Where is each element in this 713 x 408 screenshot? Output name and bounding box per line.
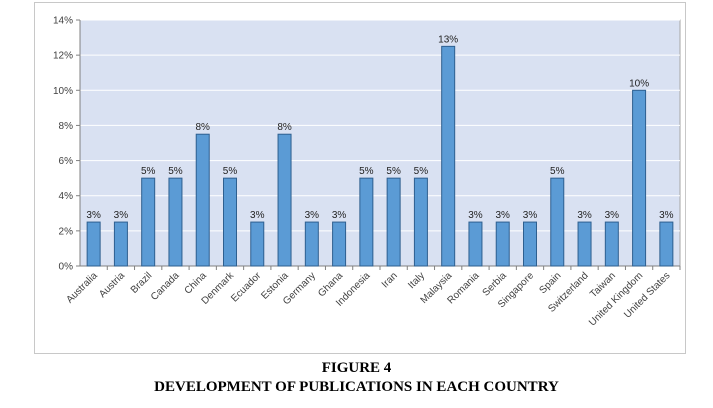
x-tick-label: Italy [406,270,427,291]
data-label: 3% [305,210,320,221]
data-label: 3% [659,210,674,221]
data-label: 5% [223,166,238,177]
figure-number: FIGURE 4 [321,360,392,376]
y-tick-label: 10% [53,86,73,97]
figure-title: DEVELOPMENT OF PUBLICATIONS IN EACH COUN… [154,379,559,395]
x-tick-label: Iran [380,270,400,290]
x-tick-label: Brazil [129,270,154,295]
bar [441,45,456,267]
bar [468,221,483,267]
bar [332,221,347,267]
x-tick-label: Canada [149,270,182,303]
x-tick-label: Ecuador [229,270,264,305]
y-tick-label: 0% [59,262,74,273]
bar [359,177,374,267]
data-label: 13% [438,34,458,45]
bar [577,221,592,267]
y-tick-label: 14% [53,16,73,27]
data-label: 3% [86,210,101,221]
data-label: 3% [605,210,620,221]
data-label: 5% [168,166,183,177]
y-tick-label: 12% [53,51,73,62]
data-label: 3% [114,210,129,221]
data-label: 8% [196,122,211,133]
data-label: 3% [523,210,538,221]
bar [495,221,510,267]
bar [413,177,428,267]
bar-chart: 0% 2% 4% 6% 8% 10% 12% 14% 3% Australia 3% Austria 5… [53,16,681,328]
data-label: 3% [496,210,511,221]
bar [223,177,237,267]
bar [659,221,674,267]
data-label: 5% [386,166,401,177]
bar [304,221,319,267]
bar [141,177,156,267]
data-label: 10% [629,78,649,89]
bar [386,177,401,267]
bar [277,133,292,267]
bar [195,133,210,267]
bar [523,221,537,267]
data-label: 5% [550,166,565,177]
bar [604,221,619,267]
data-label: 3% [468,210,483,221]
data-label: 3% [332,210,347,221]
data-label: 5% [141,166,156,177]
y-tick-label: 6% [59,156,74,167]
data-label: 5% [359,166,374,177]
x-tick-label: Austria [97,270,127,300]
x-tick-label: Australia [64,270,100,306]
data-label: 5% [414,166,429,177]
data-label: 3% [250,210,265,221]
data-label: 8% [277,122,292,133]
bar [168,177,183,267]
bar [550,177,565,267]
y-tick-label: 4% [59,191,74,202]
bar [113,221,128,267]
data-label: 3% [577,210,592,221]
bar [632,89,647,267]
y-tick-label: 8% [59,121,74,132]
bar [250,221,265,267]
y-tick-label: 2% [59,226,74,237]
bar [86,221,101,267]
